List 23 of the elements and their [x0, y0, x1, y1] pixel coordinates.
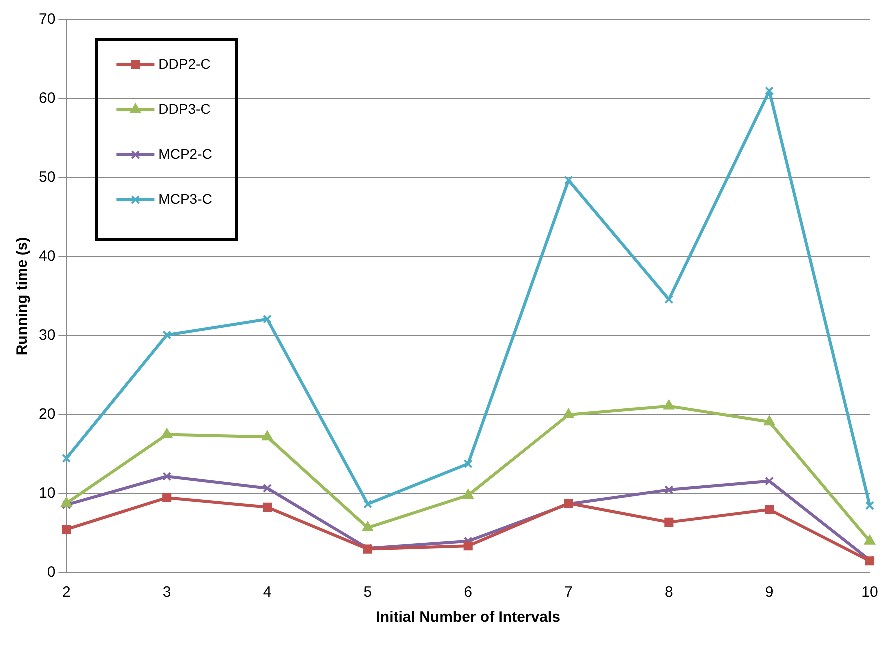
y-tick-label: 10	[38, 485, 56, 502]
x-axis-title: Initial Number of Intervals	[376, 609, 560, 626]
legend-label: DDP2-C	[158, 56, 211, 72]
x-tick-label: 6	[464, 584, 473, 602]
y-tick-label: 20	[38, 406, 56, 424]
legend-label: DDP3-C	[158, 100, 211, 117]
x-tick-label: 10	[862, 584, 878, 602]
y-tick-label: 0	[47, 564, 56, 582]
x-tick-label: 7	[564, 584, 573, 602]
y-tick-label: 50	[38, 169, 56, 186]
x-tick-label: 8	[665, 584, 674, 602]
x-tick-label: 3	[162, 584, 172, 602]
y-tick-label: 30	[38, 327, 56, 344]
legend-label: MCP2-C	[158, 146, 212, 162]
x-tick-label: 5	[364, 584, 372, 602]
x-tick-label: 2	[62, 584, 71, 602]
x-tick-label: 9	[765, 584, 774, 602]
legend-label: MCP3-C	[158, 190, 212, 207]
y-tick-label: 40	[38, 248, 56, 266]
y-tick-label: 70	[38, 11, 56, 28]
y-axis-title: Running time (s)	[14, 237, 32, 356]
y-tick-label: 60	[38, 90, 56, 108]
x-tick-label: 4	[263, 584, 272, 602]
